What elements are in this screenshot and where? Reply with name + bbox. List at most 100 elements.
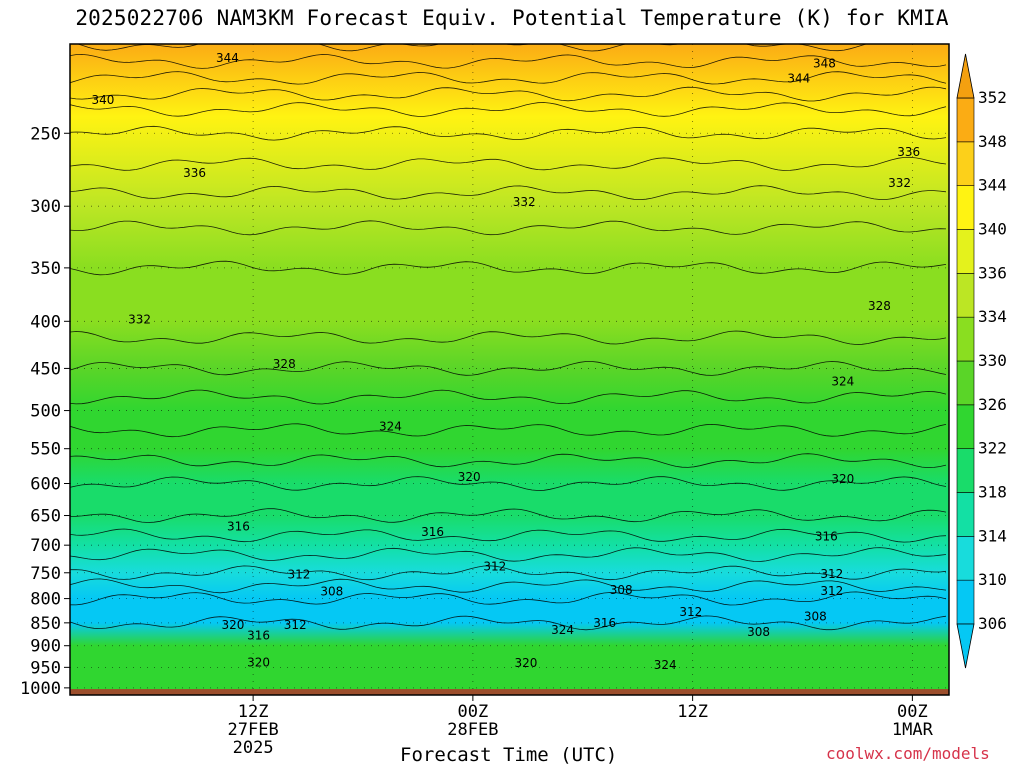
contour-label: 328 — [868, 299, 891, 313]
contour-line — [70, 528, 947, 543]
x-tick-label: 1MAR — [892, 720, 934, 740]
colorbar-label: 310 — [978, 570, 1007, 589]
colorbar-label: 306 — [978, 614, 1007, 633]
contour-line — [70, 220, 947, 236]
contour-label: 324 — [379, 419, 402, 433]
x-tick-label: 00Z — [458, 702, 489, 722]
x-tick-label: 12Z — [238, 702, 269, 722]
contour-lines — [70, 44, 947, 631]
contour-labels: 3443483443403363363323323363283323283243… — [0, 51, 1024, 690]
colorbar-cell — [956, 536, 975, 581]
y-tick-label: 950 — [30, 658, 61, 678]
y-tick-label: 800 — [30, 590, 61, 610]
contour-label: 344 — [216, 51, 239, 65]
contour-label: 336 — [897, 145, 920, 159]
colorbar-cell — [956, 229, 975, 274]
theta-e-field — [70, 44, 949, 695]
contour-label: 344 — [787, 71, 810, 85]
y-tick-label: 900 — [30, 637, 61, 657]
contour-line — [70, 260, 947, 276]
colorbar-label: 326 — [978, 395, 1007, 414]
chart-title: 2025022706 NAM3KM Forecast Equiv. Potent… — [75, 6, 949, 30]
contour-line — [70, 102, 947, 117]
watermark: coolwx.com/models — [826, 744, 990, 763]
ground-shading — [70, 689, 949, 695]
contour-label: 328 — [273, 357, 296, 371]
colorbar: 306 310 314 318 322 326 330 334 336 340 344 348 352 — [956, 53, 1007, 669]
colorbar-cell — [956, 316, 975, 362]
y-tick-label: 1000 — [20, 679, 61, 699]
colorbar-label: 336 — [978, 263, 1007, 282]
colorbar-cell — [956, 492, 975, 537]
contour-label: 336 — [0, 205, 17, 219]
contour-label: 320 — [1013, 676, 1024, 690]
contour-line — [70, 578, 947, 594]
plot-area: 3443483443403363363323323363283323283243… — [0, 44, 1024, 695]
y-tick-label: 600 — [30, 475, 61, 495]
colorbar-label: 334 — [978, 307, 1007, 326]
y-tick-label: 250 — [30, 124, 61, 144]
colorbar-cell — [956, 141, 975, 186]
colorbar-label: 352 — [978, 88, 1007, 107]
contour-line — [70, 547, 947, 562]
contour-line — [70, 508, 947, 523]
contour-label: 348 — [813, 57, 836, 71]
contour-line — [70, 615, 947, 631]
contour-label: 316 — [247, 628, 270, 642]
y-tick-label: 650 — [30, 507, 61, 527]
contour-label: 332 — [888, 176, 911, 190]
y-axis: 250 300 350 400 450 500 550 600 650 700 750 800 850 9… — [20, 124, 70, 699]
y-tick-label: 450 — [30, 359, 61, 379]
colorbar-cell — [956, 448, 975, 493]
colorbar-label: 330 — [978, 351, 1007, 370]
contour-label: 320 — [515, 656, 538, 670]
x-tick-label: 27FEB — [228, 720, 279, 740]
contour-label: 320 — [247, 655, 270, 669]
colorbar-cell — [956, 273, 975, 318]
colorbar-min-arrow — [956, 623, 975, 669]
contour-label: 308 — [747, 625, 770, 639]
contour-label: 332 — [128, 312, 151, 326]
contour-label: 324 — [831, 375, 854, 389]
contour-line — [70, 156, 947, 171]
contour-line — [70, 591, 947, 606]
contour-label: 324 — [654, 658, 677, 672]
y-tick-label: 400 — [30, 312, 61, 332]
y-tick-label: 700 — [30, 536, 61, 556]
contour-label: 316 — [421, 525, 444, 539]
y-tick-label: 500 — [30, 402, 61, 422]
contour-line — [70, 86, 947, 102]
colorbar-cell — [956, 360, 975, 406]
y-tick-label: 750 — [30, 564, 61, 584]
contour-label: 308 — [804, 610, 827, 624]
colorbar-label: 348 — [978, 132, 1007, 151]
colorbar-label: 340 — [978, 220, 1007, 239]
contour-label: 308 — [320, 585, 343, 599]
contour-label: 320 — [458, 470, 481, 484]
colorbar-cell — [956, 579, 975, 625]
x-tick-label: 12Z — [677, 702, 708, 722]
colorbar-cell — [956, 404, 975, 449]
contour-label: 316 — [0, 565, 12, 579]
contour-label: 312 — [483, 559, 506, 573]
contour-line — [70, 330, 947, 345]
y-tick-label: 300 — [30, 197, 61, 217]
contour-label: 312 — [820, 567, 843, 581]
x-tick-label: 00Z — [897, 702, 928, 722]
contour-line — [70, 453, 947, 469]
contour-label: 312 — [284, 618, 307, 632]
x-tick-label: 2025 — [233, 738, 274, 758]
x-tick-label: 28FEB — [447, 720, 498, 740]
contour-label: 320 — [831, 472, 854, 486]
contour-line — [70, 71, 947, 85]
contour-label: 316 — [593, 616, 616, 630]
colorbar-cell — [956, 97, 975, 143]
contour-line — [70, 423, 947, 438]
colorbar-label: 318 — [978, 483, 1007, 502]
contour-label: 336 — [183, 166, 206, 180]
contour-label: 308 — [610, 583, 633, 597]
y-tick-label: 350 — [30, 259, 61, 279]
y-tick-label: 850 — [30, 614, 61, 634]
contour-label: 312 — [679, 605, 702, 619]
